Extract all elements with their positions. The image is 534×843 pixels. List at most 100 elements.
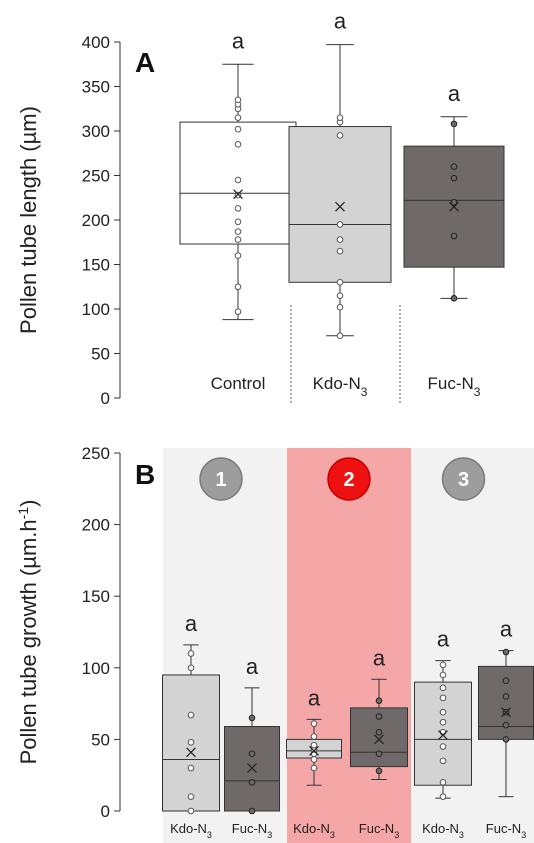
data-point (336, 292, 344, 299)
data-point (248, 714, 256, 722)
box-iqr (288, 126, 392, 283)
data-point (187, 650, 195, 657)
data-point (234, 141, 242, 148)
data-point (439, 661, 447, 669)
mean-marker (186, 747, 196, 758)
y-tick-label-a: 50 (91, 345, 110, 364)
data-point (234, 114, 242, 121)
a-box-2 (403, 116, 505, 302)
group-badge-2 (327, 457, 371, 501)
data-point (439, 779, 447, 786)
mean-marker (309, 745, 319, 756)
mean-marker (438, 730, 448, 741)
mean-marker (335, 201, 345, 212)
y-tick-label-b: 250 (82, 444, 110, 463)
mean-marker (449, 201, 459, 212)
data-point (439, 694, 447, 702)
y-axis-label-b: Pollen tube growth (µm.h-1) (15, 500, 41, 765)
category-label-b: Fuc-N3 (232, 821, 272, 840)
data-point (439, 728, 447, 736)
data-point (439, 718, 447, 726)
data-point (187, 764, 195, 772)
y-tick-label-b: 200 (82, 516, 110, 535)
data-point (336, 114, 344, 121)
mean-marker (247, 763, 257, 773)
data-point (450, 198, 458, 206)
group-badge-label: 2 (343, 469, 354, 491)
data-point (234, 236, 242, 243)
data-point (234, 218, 242, 226)
data-point (502, 648, 510, 656)
data-point (336, 132, 344, 139)
data-point (450, 174, 458, 182)
panel-label-b: B (135, 459, 155, 490)
data-point (248, 807, 256, 815)
data-point (248, 750, 256, 758)
b-box-1 (224, 687, 280, 815)
group-badge-3 (441, 457, 486, 501)
category-label-b: Fuc-N3 (486, 821, 526, 840)
category-label-a: Control (211, 374, 266, 393)
data-point (310, 756, 318, 763)
y-tick-label-a: 400 (82, 33, 110, 52)
data-point (502, 721, 510, 729)
data-point (502, 736, 510, 743)
y-tick-label-a: 250 (82, 167, 110, 186)
b-box-2 (286, 718, 342, 786)
data-point (375, 750, 383, 758)
significance-letter: a (185, 611, 198, 636)
data-point (234, 283, 242, 291)
y-tick-label-b: 50 (91, 730, 110, 749)
y-tick-label-a: 100 (82, 300, 110, 319)
mean-marker (501, 707, 511, 718)
data-point (310, 764, 318, 772)
group-background-2 (287, 448, 411, 843)
y-tick-label-a: 300 (82, 122, 110, 141)
mean-marker (374, 734, 384, 745)
b-box-0 (162, 644, 220, 815)
data-point (187, 807, 195, 815)
category-label-b: Fuc-N3 (359, 821, 399, 840)
y-tick-label-a: 350 (82, 78, 110, 97)
data-point (439, 743, 447, 750)
significance-letter: a (448, 81, 461, 106)
significance-letter: a (373, 645, 386, 670)
group-badge-label: 3 (458, 469, 469, 491)
data-point (450, 295, 458, 302)
data-point (375, 713, 383, 720)
data-point (248, 779, 256, 786)
y-tick-label-a: 200 (82, 211, 110, 230)
y-tick-label-a: 150 (82, 256, 110, 275)
data-point (234, 205, 242, 212)
data-point (439, 671, 447, 679)
panel-label-a: A (135, 47, 155, 78)
significance-letter: a (334, 9, 347, 34)
data-point (336, 332, 344, 340)
data-point (310, 741, 318, 749)
data-point (336, 221, 344, 228)
b-box-4 (414, 660, 472, 800)
data-point (310, 720, 318, 727)
data-point (375, 767, 383, 775)
data-point (234, 228, 242, 235)
data-point (502, 677, 510, 684)
group-badge-label: 1 (215, 469, 226, 491)
y-tick-label-b: 0 (101, 802, 110, 821)
significance-letter: a (437, 627, 450, 652)
data-point (336, 303, 344, 311)
group-badge-1 (199, 457, 243, 501)
data-point (187, 738, 195, 746)
data-point (439, 708, 447, 716)
data-point (234, 96, 242, 104)
data-point (502, 693, 510, 700)
category-label-b: Kdo-N3 (422, 821, 464, 840)
data-point (187, 664, 195, 672)
data-point (439, 684, 447, 692)
y-tick-label-a: 0 (101, 389, 110, 408)
data-point (234, 191, 242, 199)
data-point (234, 308, 242, 315)
significance-letter: a (232, 28, 245, 53)
a-box-1 (288, 44, 392, 340)
significance-letter: a (308, 685, 321, 710)
